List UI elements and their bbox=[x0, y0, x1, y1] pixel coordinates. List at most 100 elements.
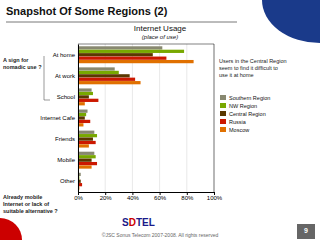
y-tick-label: Other bbox=[60, 178, 75, 184]
y-tick: Friends bbox=[55, 136, 75, 142]
bar bbox=[78, 46, 162, 49]
bar bbox=[78, 144, 89, 147]
y-tick: Mobile bbox=[57, 157, 75, 163]
y-axis: At homeAt workSchoolInternet CafeFriends… bbox=[40, 45, 78, 193]
bar bbox=[78, 74, 130, 77]
bar bbox=[78, 78, 135, 81]
footer: ©JSC Sonus Telecom 2007-2008. All rights… bbox=[102, 232, 219, 238]
annotation-left-top: A sign fornomadic use ? bbox=[3, 57, 42, 70]
annotation-right-line: Users in the Central Region bbox=[219, 58, 287, 64]
bar bbox=[78, 116, 85, 119]
x-tick: 60% bbox=[154, 192, 167, 201]
bar bbox=[78, 134, 97, 137]
grid bbox=[78, 44, 214, 192]
bar bbox=[78, 57, 166, 60]
slide-title: Snapshot Of Some Regions (2) bbox=[6, 5, 168, 17]
x-tick-label: 100% bbox=[207, 195, 223, 201]
legend-swatch bbox=[220, 119, 226, 124]
grid-line bbox=[78, 44, 79, 192]
legend-label: Central Region bbox=[229, 111, 266, 117]
corner-blue bbox=[262, 0, 320, 43]
grid-line bbox=[214, 44, 215, 192]
plot-frame bbox=[214, 44, 215, 192]
legend-label: Southern Region bbox=[229, 95, 270, 101]
bar bbox=[78, 92, 93, 95]
annotation-left-bottom-line: suitable alternative ? bbox=[3, 208, 58, 214]
y-axis-line bbox=[78, 45, 79, 193]
legend-swatch bbox=[220, 95, 226, 100]
annotation-right: Users in the Central Regionseem to find … bbox=[219, 58, 287, 78]
legend-label: Moscow bbox=[229, 127, 249, 133]
chart-title: Internet Usage bbox=[134, 24, 187, 33]
legend-label: NW Region bbox=[229, 103, 257, 109]
annotation-left-bottom: Already mobileInternet or lack ofsuitabl… bbox=[3, 194, 58, 214]
x-tick: 0% bbox=[74, 192, 83, 201]
x-tick-label: 80% bbox=[181, 195, 194, 201]
bar bbox=[78, 131, 94, 134]
y-tick: Other bbox=[60, 178, 75, 184]
legend-item: Russia bbox=[220, 119, 247, 125]
title-underline bbox=[6, 22, 237, 23]
bar bbox=[78, 102, 85, 105]
bar bbox=[78, 152, 94, 155]
bar bbox=[78, 53, 153, 56]
plot-frame bbox=[78, 44, 214, 45]
bar bbox=[78, 99, 98, 102]
legend-label: Russia bbox=[229, 119, 247, 125]
page-number: 9 bbox=[304, 227, 308, 234]
x-tick-label: 60% bbox=[154, 195, 167, 201]
bar bbox=[78, 159, 92, 162]
bar bbox=[78, 88, 92, 91]
y-tick-label: At work bbox=[55, 73, 76, 79]
bar bbox=[78, 95, 89, 98]
legend-item: NW Region bbox=[220, 103, 257, 109]
corner-red bbox=[0, 218, 22, 240]
bar bbox=[78, 120, 90, 123]
bar bbox=[78, 67, 115, 70]
annotation-left-bottom-line: Internet or lack of bbox=[3, 201, 49, 207]
grid-line bbox=[105, 44, 106, 192]
legend-swatch bbox=[220, 127, 226, 132]
grid-line bbox=[186, 44, 187, 192]
annotation-left-top-line: nomadic use ? bbox=[3, 64, 42, 70]
annotation-right-line: use it at home bbox=[219, 72, 254, 78]
bar bbox=[78, 60, 194, 63]
legend: Southern Region NW Region Central Region Ru… bbox=[220, 95, 270, 133]
x-tick-label: 0% bbox=[74, 195, 83, 201]
slide: Snapshot Of Some Regions (2) Internet Usa… bbox=[0, 0, 320, 240]
x-tick: 80% bbox=[181, 192, 194, 201]
x-axis: 0% 20% 40% 60% 80% 100% bbox=[74, 192, 223, 201]
annotation-right-line: seem to find it difficult to bbox=[219, 65, 278, 71]
legend-item: Moscow bbox=[220, 127, 249, 133]
bar bbox=[78, 71, 119, 74]
bar bbox=[78, 113, 86, 116]
annotation-bracket bbox=[44, 56, 50, 100]
bar bbox=[78, 141, 96, 144]
legend-swatch bbox=[220, 111, 226, 116]
y-tick: Internet Cafe bbox=[40, 115, 75, 121]
legend-item: Southern Region bbox=[220, 95, 270, 101]
x-tick-label: 20% bbox=[100, 195, 113, 201]
grid-line bbox=[159, 44, 160, 192]
y-tick: At home bbox=[53, 52, 76, 58]
grid-line bbox=[132, 44, 133, 192]
bar bbox=[78, 137, 93, 140]
logo-part: TEL bbox=[136, 217, 155, 228]
bar bbox=[78, 155, 96, 158]
legend-swatch bbox=[220, 103, 226, 108]
bar bbox=[78, 162, 97, 165]
bar bbox=[78, 81, 141, 84]
chart-subtitle: (place of use) bbox=[142, 34, 178, 40]
x-tick: 20% bbox=[100, 192, 113, 201]
y-tick-label: Friends bbox=[55, 136, 75, 142]
x-tick: 40% bbox=[127, 192, 140, 201]
x-tick-label: 40% bbox=[127, 195, 140, 201]
y-tick: At work bbox=[55, 73, 76, 79]
page-box bbox=[297, 224, 315, 239]
bar bbox=[78, 50, 184, 53]
y-tick-label: At home bbox=[53, 52, 76, 58]
bars bbox=[78, 46, 194, 189]
logo: SDTEL bbox=[122, 217, 155, 228]
legend-item: Central Region bbox=[220, 111, 266, 117]
bar bbox=[78, 165, 92, 168]
